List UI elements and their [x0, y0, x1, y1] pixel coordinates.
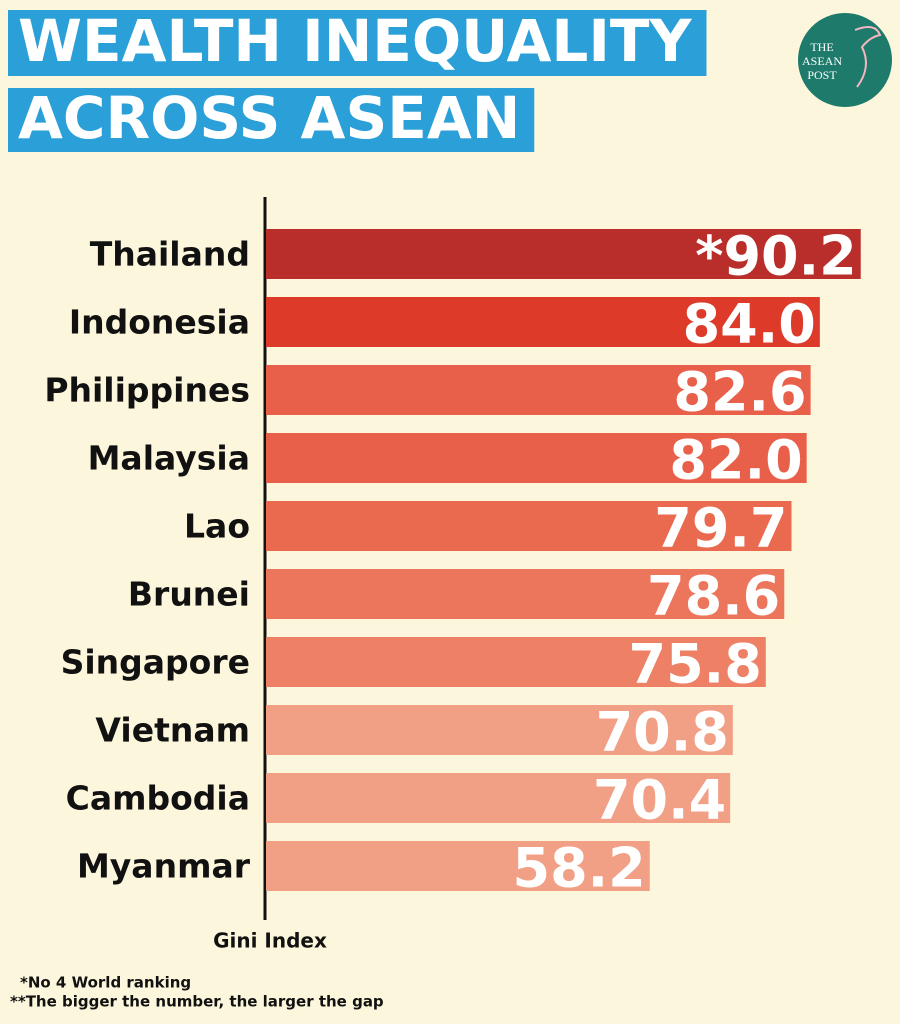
value-label: 75.8 — [629, 633, 762, 696]
y-tick-label: Indonesia — [69, 303, 250, 342]
chart-title: WEALTH INEQUALITY — [18, 7, 692, 75]
logo-bird — [854, 25, 882, 88]
y-tick-label: Myanmar — [77, 847, 251, 886]
value-label: 70.4 — [593, 769, 726, 832]
value-label: 79.7 — [654, 497, 787, 560]
y-tick-label: Philippines — [44, 371, 250, 410]
y-tick-label: Lao — [184, 507, 250, 546]
y-tick-label: Malaysia — [88, 439, 250, 478]
value-label: 84.0 — [683, 293, 816, 356]
bar — [266, 297, 820, 347]
logo-text: POST — [807, 68, 837, 82]
y-tick-label: Thailand — [90, 235, 250, 274]
value-label: 82.6 — [673, 361, 806, 424]
bar — [266, 433, 807, 483]
bar — [266, 637, 766, 687]
value-label: 82.0 — [669, 429, 802, 492]
y-tick-label: Cambodia — [66, 779, 250, 818]
y-tick-label: Brunei — [128, 575, 250, 614]
logo-text: THE — [810, 40, 833, 54]
value-label: 58.2 — [513, 837, 646, 900]
bar — [266, 229, 861, 279]
bar — [266, 773, 731, 823]
chart-title: ACROSS ASEAN — [18, 84, 520, 152]
value-label: 78.6 — [647, 565, 780, 628]
logo — [798, 13, 892, 107]
title-box — [8, 10, 707, 76]
y-tick-label: Singapore — [61, 643, 250, 682]
value-label: 70.8 — [596, 701, 729, 764]
bar — [266, 501, 792, 551]
bar — [266, 365, 811, 415]
footnote: **The bigger the number, the larger the … — [10, 993, 384, 1011]
footnote: *No 4 World ranking — [20, 974, 191, 992]
bar — [266, 569, 785, 619]
logo-text: ASEAN — [802, 54, 842, 68]
x-axis-label: Gini Index — [213, 929, 327, 953]
bar — [266, 705, 733, 755]
y-tick-label: Vietnam — [95, 711, 250, 750]
bar — [266, 841, 650, 891]
value-label: *90.2 — [695, 225, 856, 288]
title-box — [8, 88, 535, 152]
